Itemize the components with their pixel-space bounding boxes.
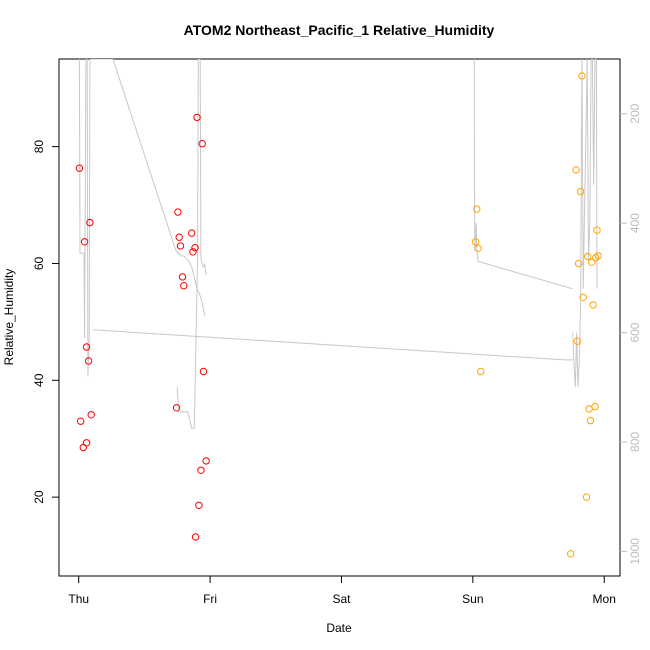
y-axis-label: Relative_Humidity — [2, 269, 16, 366]
x-tick-label: Sun — [462, 592, 483, 606]
x-tick-label: Sat — [332, 592, 351, 606]
y-tick-label: 40 — [32, 373, 46, 387]
data-point — [82, 439, 91, 447]
data-point — [574, 259, 583, 268]
data-point — [174, 208, 182, 216]
right-tick-label: 800 — [628, 432, 642, 452]
line-segment — [473, 59, 573, 290]
point-series-layer — [75, 72, 602, 558]
data-point — [193, 113, 201, 122]
data-point — [75, 164, 84, 172]
data-point — [82, 343, 91, 351]
data-point — [188, 229, 196, 237]
x-tick-label: Fri — [203, 592, 217, 606]
y-tick-label: 20 — [32, 490, 46, 504]
data-point — [199, 367, 208, 376]
line-segment — [78, 59, 206, 377]
plot-frame — [58, 58, 621, 577]
data-point — [198, 140, 206, 148]
data-point — [197, 466, 205, 474]
data-point — [86, 218, 94, 227]
y-axis: 20 40 60 80 — [32, 140, 59, 504]
data-point — [586, 416, 595, 425]
data-point — [172, 404, 181, 412]
data-point — [87, 411, 95, 419]
x-axis-label: Date — [326, 621, 352, 635]
data-point — [584, 252, 592, 261]
data-point — [80, 238, 89, 246]
data-point — [576, 187, 585, 196]
data-point — [471, 238, 480, 246]
data-point — [579, 293, 587, 301]
data-point — [191, 533, 200, 541]
data-point — [189, 248, 197, 256]
data-point — [567, 550, 575, 558]
data-point — [572, 166, 580, 174]
data-point — [178, 273, 187, 281]
data-point — [589, 301, 597, 309]
data-point — [588, 258, 596, 266]
data-point — [477, 367, 485, 376]
line-segment — [572, 59, 598, 388]
data-point — [593, 226, 601, 234]
right-tick-label: 600 — [628, 322, 642, 342]
line-segment — [176, 59, 207, 429]
data-point — [202, 457, 210, 465]
y-tick-label: 80 — [32, 140, 46, 154]
data-point — [578, 72, 586, 80]
right-tick-label: 1000 — [628, 538, 642, 565]
data-point — [474, 244, 482, 253]
x-tick-label: Thu — [68, 592, 89, 606]
data-point — [594, 252, 602, 260]
y-axis-right: 200 400 600 800 1000 — [620, 103, 642, 565]
data-point — [573, 337, 581, 345]
data-point — [195, 501, 203, 509]
data-point — [191, 244, 199, 252]
y-tick-label: 60 — [32, 256, 46, 270]
data-point — [176, 242, 185, 250]
x-tick-label: Mon — [593, 592, 616, 606]
right-tick-label: 400 — [628, 213, 642, 233]
data-point — [582, 493, 591, 501]
data-point — [180, 282, 188, 290]
line-series-layer — [78, 59, 598, 429]
data-point — [84, 357, 93, 365]
data-point — [77, 417, 85, 425]
x-axis: Thu Fri Sat Sun Mon — [68, 576, 616, 606]
data-point — [175, 233, 183, 241]
data-point — [591, 402, 599, 411]
data-point — [473, 205, 481, 213]
right-tick-label: 200 — [628, 103, 642, 123]
chart-title: ATOM2 Northeast_Pacific_1 Relative_Humid… — [184, 22, 495, 38]
line-segment — [93, 329, 573, 361]
